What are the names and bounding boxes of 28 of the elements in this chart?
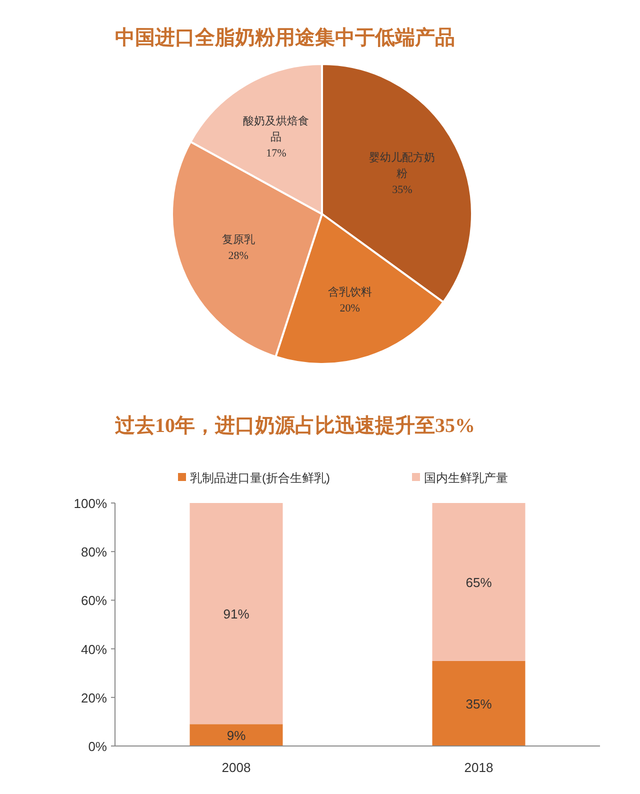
legend-label: 国内生鲜乳产量 [424, 471, 508, 485]
data-label: 28% [228, 250, 248, 262]
y-tick-label: 40% [80, 642, 108, 657]
data-label: 65% [466, 574, 492, 590]
slice-label: 酸奶及烘焙食品 [243, 114, 310, 144]
y-tick-label: 80% [80, 544, 108, 560]
bar [190, 724, 283, 746]
chart-title: 中国进口全脂奶粉用途集中于低端产品 [115, 26, 455, 49]
x-tick-label: 2018 [464, 760, 494, 775]
slice-label: 婴幼儿配方奶粉 [369, 151, 436, 180]
y-tick-label: 100% [74, 496, 108, 511]
bar [432, 660, 526, 746]
data-label: 35% [466, 696, 492, 712]
y-tick-label: 20% [80, 690, 108, 706]
x-tick-label: 2008 [222, 760, 251, 775]
bar [190, 503, 283, 724]
legend-label: 乳制品进口量(折合生鲜乳) [190, 471, 330, 485]
data-label: 35% [392, 184, 412, 196]
y-tick-label: 60% [80, 593, 108, 608]
bar [432, 503, 526, 661]
y-tick-label: 0% [88, 739, 108, 754]
slice-label: 含乳饮料 [328, 286, 372, 299]
data-label: 91% [223, 606, 250, 622]
data-label: 9% [226, 728, 246, 744]
data-label: 20% [340, 302, 360, 315]
slice-label: 复原乳 [222, 233, 255, 246]
data-label: 17% [266, 148, 286, 160]
chart-title: 过去10年，进口奶源占比迅速提升至35% [114, 414, 475, 437]
